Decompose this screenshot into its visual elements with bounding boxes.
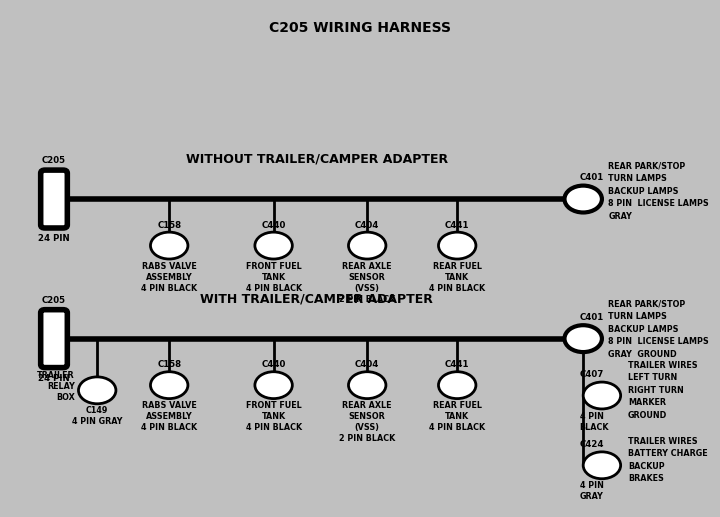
Circle shape xyxy=(438,372,476,399)
Text: C440: C440 xyxy=(261,221,286,230)
Circle shape xyxy=(438,232,476,259)
Text: 4 PIN
BLACK: 4 PIN BLACK xyxy=(580,412,609,432)
Text: C149
4 PIN GRAY: C149 4 PIN GRAY xyxy=(72,406,122,427)
Text: TRAILER
RELAY
BOX: TRAILER RELAY BOX xyxy=(37,371,75,402)
Text: RABS VALVE
ASSEMBLY
4 PIN BLACK: RABS VALVE ASSEMBLY 4 PIN BLACK xyxy=(141,262,197,293)
Circle shape xyxy=(564,325,602,352)
FancyBboxPatch shape xyxy=(40,170,68,228)
Text: 24 PIN: 24 PIN xyxy=(38,234,70,243)
Text: C205: C205 xyxy=(42,296,66,305)
Text: C407: C407 xyxy=(580,371,604,379)
Text: C441: C441 xyxy=(445,221,469,230)
Circle shape xyxy=(78,377,116,404)
FancyBboxPatch shape xyxy=(40,310,68,368)
Text: TRAILER WIRES
BATTERY CHARGE
BACKUP
BRAKES: TRAILER WIRES BATTERY CHARGE BACKUP BRAK… xyxy=(628,437,708,483)
Text: C158: C158 xyxy=(157,360,181,369)
Circle shape xyxy=(564,186,602,212)
Text: WITHOUT TRAILER/CAMPER ADAPTER: WITHOUT TRAILER/CAMPER ADAPTER xyxy=(186,153,448,165)
Text: C205 WIRING HARNESS: C205 WIRING HARNESS xyxy=(269,21,451,35)
Text: WITH TRAILER/CAMPER ADAPTER: WITH TRAILER/CAMPER ADAPTER xyxy=(200,292,433,305)
Text: C441: C441 xyxy=(445,360,469,369)
Text: 24 PIN: 24 PIN xyxy=(38,374,70,383)
Text: C404: C404 xyxy=(355,221,379,230)
Circle shape xyxy=(583,452,621,479)
Text: C440: C440 xyxy=(261,360,286,369)
Text: REAR FUEL
TANK
4 PIN BLACK: REAR FUEL TANK 4 PIN BLACK xyxy=(429,262,485,293)
Text: RABS VALVE
ASSEMBLY
4 PIN BLACK: RABS VALVE ASSEMBLY 4 PIN BLACK xyxy=(141,401,197,432)
Text: REAR PARK/STOP
TURN LAMPS
BACKUP LAMPS
8 PIN  LICENSE LAMPS
GRAY: REAR PARK/STOP TURN LAMPS BACKUP LAMPS 8… xyxy=(608,162,709,221)
Text: FRONT FUEL
TANK
4 PIN BLACK: FRONT FUEL TANK 4 PIN BLACK xyxy=(246,262,302,293)
Text: REAR FUEL
TANK
4 PIN BLACK: REAR FUEL TANK 4 PIN BLACK xyxy=(429,401,485,432)
Circle shape xyxy=(255,372,292,399)
Circle shape xyxy=(348,372,386,399)
Circle shape xyxy=(150,232,188,259)
Text: FRONT FUEL
TANK
4 PIN BLACK: FRONT FUEL TANK 4 PIN BLACK xyxy=(246,401,302,432)
Text: C401: C401 xyxy=(580,313,604,322)
Circle shape xyxy=(348,232,386,259)
Text: REAR AXLE
SENSOR
(VSS)
2 PIN BLACK: REAR AXLE SENSOR (VSS) 2 PIN BLACK xyxy=(339,262,395,304)
Text: REAR AXLE
SENSOR
(VSS)
2 PIN BLACK: REAR AXLE SENSOR (VSS) 2 PIN BLACK xyxy=(339,401,395,444)
Text: 4 PIN
GRAY: 4 PIN GRAY xyxy=(580,481,603,501)
Text: C158: C158 xyxy=(157,221,181,230)
Text: C424: C424 xyxy=(580,440,604,449)
Text: C205: C205 xyxy=(42,157,66,165)
Text: TRAILER WIRES
LEFT TURN
RIGHT TURN
MARKER
GROUND: TRAILER WIRES LEFT TURN RIGHT TURN MARKE… xyxy=(628,361,698,420)
Circle shape xyxy=(150,372,188,399)
Circle shape xyxy=(255,232,292,259)
Text: C401: C401 xyxy=(580,173,604,182)
Circle shape xyxy=(583,382,621,409)
Text: C404: C404 xyxy=(355,360,379,369)
Text: REAR PARK/STOP
TURN LAMPS
BACKUP LAMPS
8 PIN  LICENSE LAMPS
GRAY  GROUND: REAR PARK/STOP TURN LAMPS BACKUP LAMPS 8… xyxy=(608,300,709,359)
